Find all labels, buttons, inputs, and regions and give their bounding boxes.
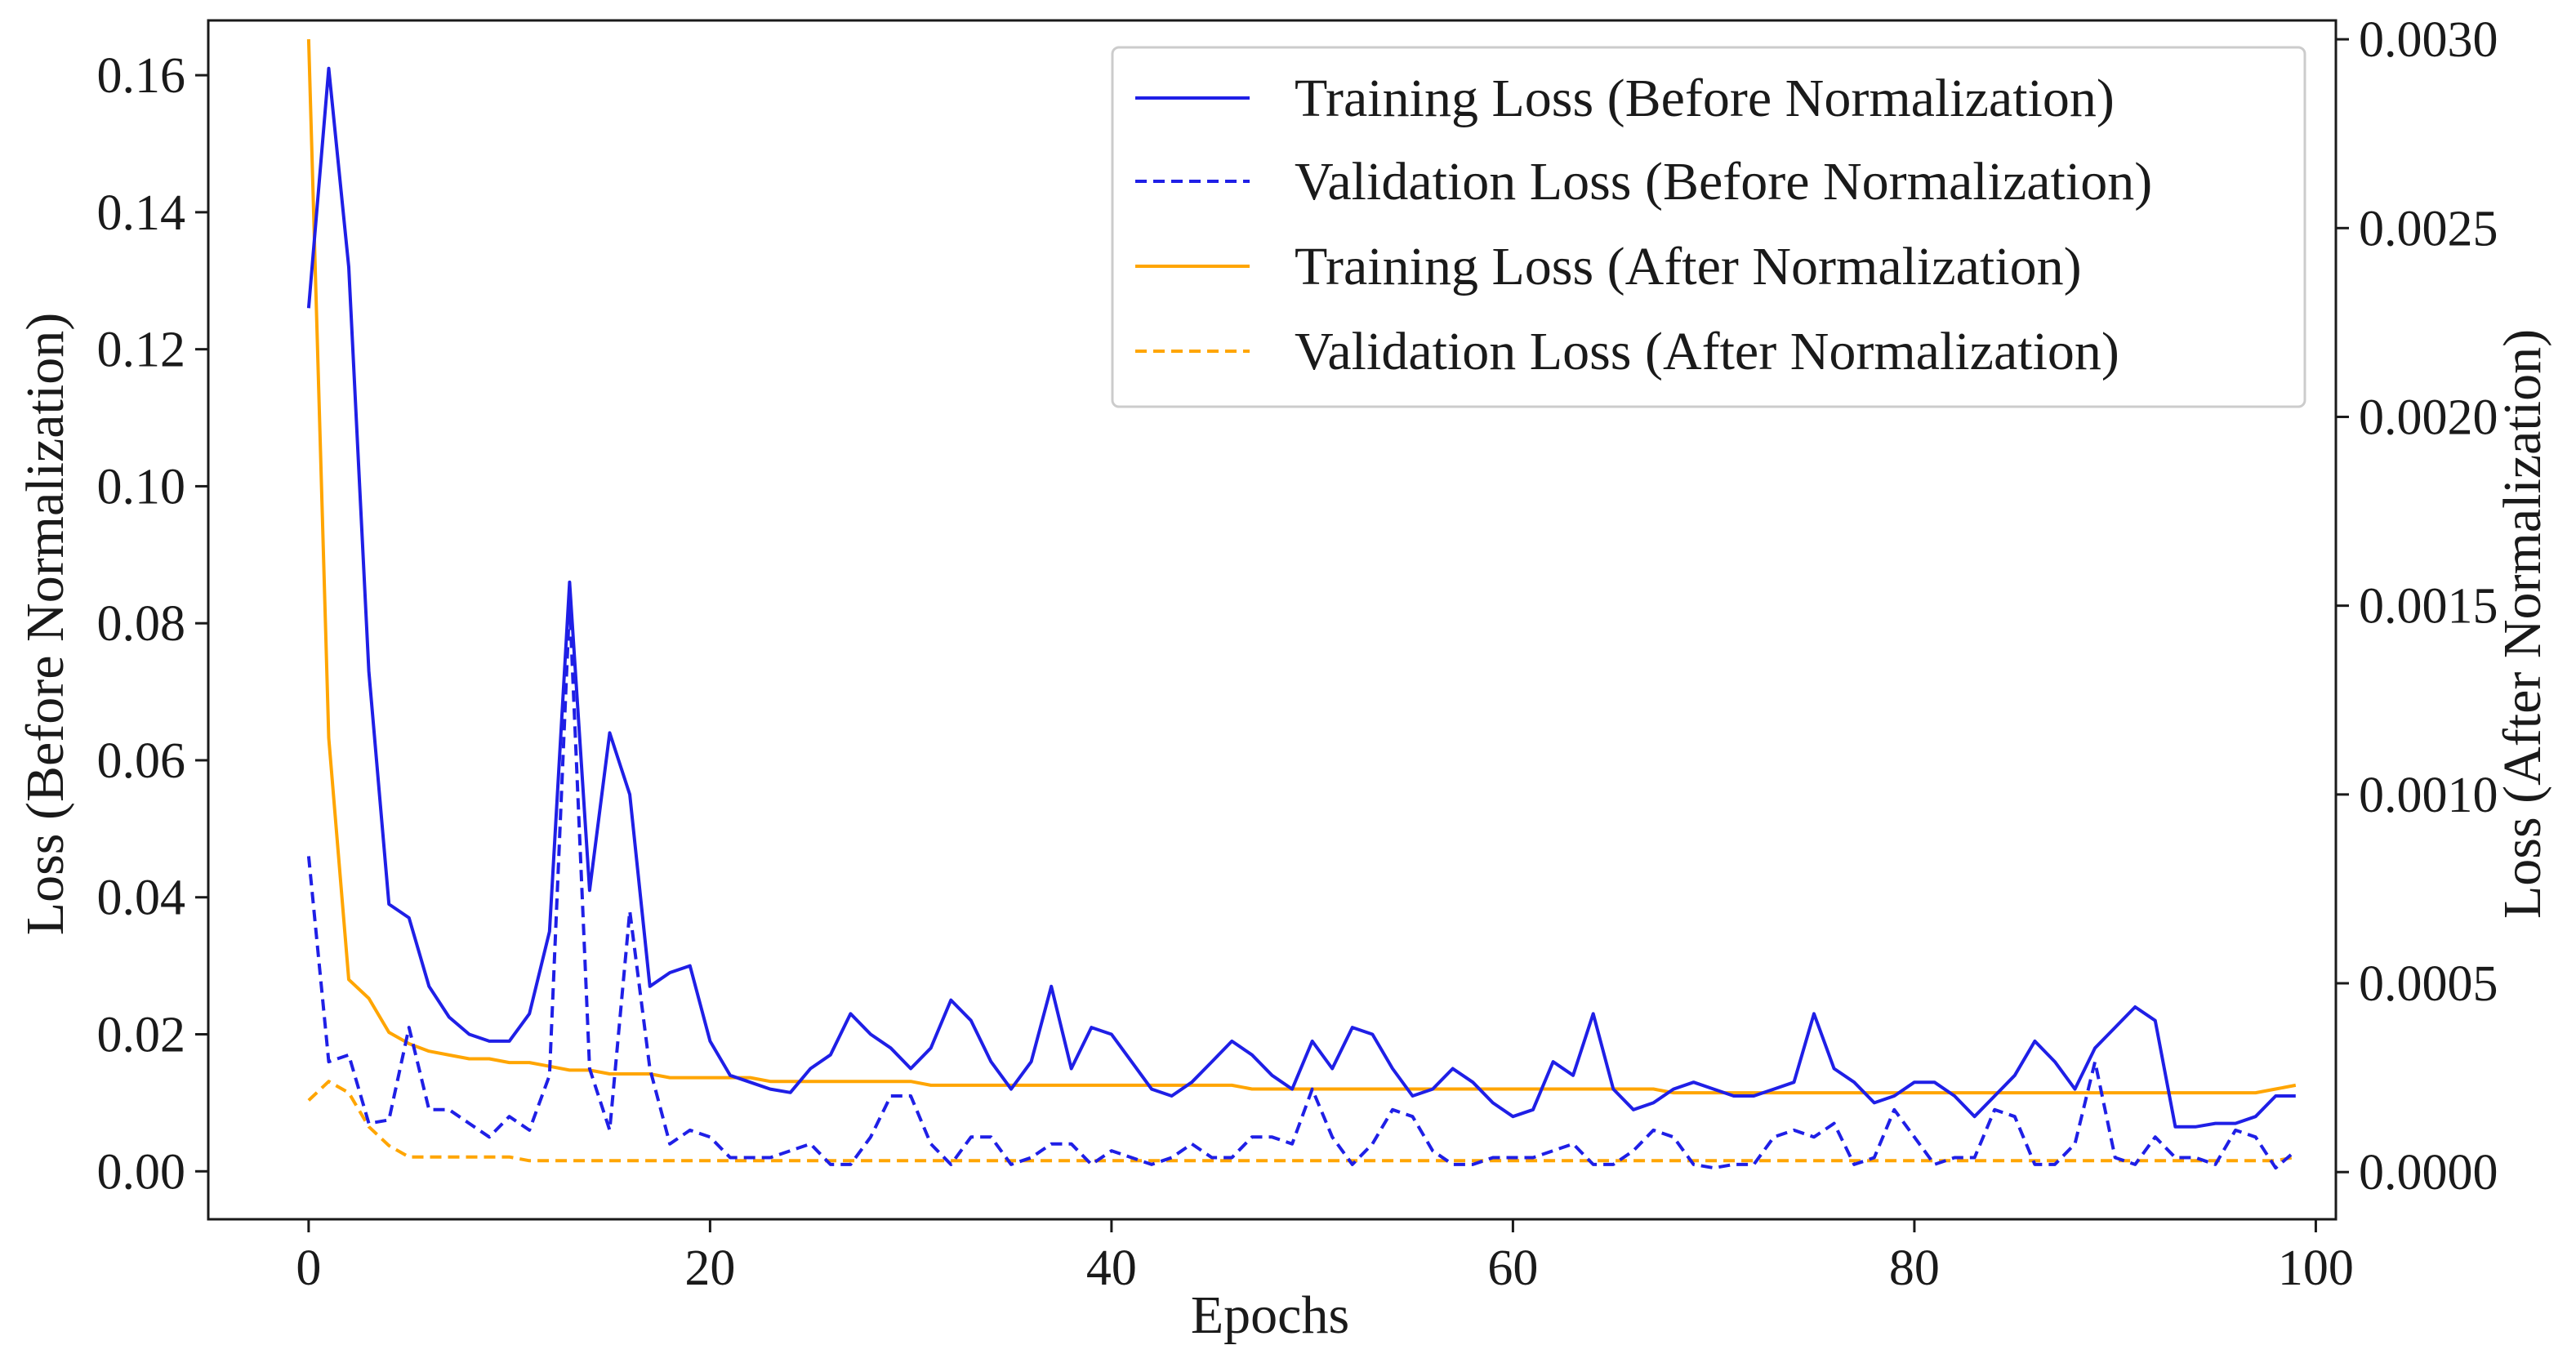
right-y-tick-label: 0.0010 [2359, 768, 2498, 823]
series-line-validation-loss-after-normalization [307, 1080, 2297, 1163]
left-y-tick-label: 0.10 [97, 459, 186, 514]
plot-frame [207, 19, 2338, 1221]
series-line-validation-loss-before-normalization [306, 601, 2297, 1170]
x-tick-label: 60 [1487, 1241, 1538, 1296]
left-y-tick-label: 0.12 [97, 323, 186, 378]
left-y-tick-label: 0.14 [97, 185, 186, 241]
left-y-tick-label: 0.06 [97, 733, 186, 789]
right-y-tick-label: 0.0025 [2359, 201, 2498, 256]
legend-label-training-before: Training Loss (Before Normalization) [1295, 69, 2115, 128]
left-y-tick-label: 0.02 [97, 1008, 186, 1063]
right-y-tick-label: 0.0005 [2359, 956, 2498, 1012]
left-y-tick-label: 0.04 [97, 871, 186, 926]
ticks-layer: 0 20 40 60 80 100 0.00 0.02 0.04 0.06 0.08 0.10 0.12… [97, 12, 2498, 1296]
right-y-tick-label: 0.0020 [2359, 390, 2498, 445]
series-layer [306, 39, 2297, 1170]
legend-box [1111, 46, 2306, 408]
right-y-tick-label: 0.0000 [2359, 1145, 2498, 1200]
left-y-tick-label: 0.08 [97, 596, 186, 652]
right-y-axis-label: Loss (After Normalization) [2493, 329, 2552, 919]
x-tick-label: 40 [1086, 1241, 1137, 1296]
x-tick-label: 0 [296, 1241, 321, 1296]
left-y-tick-label: 0.16 [97, 48, 186, 104]
legend-label-validation-after: Validation Loss (After Normalization) [1295, 322, 2119, 381]
x-tick-label: 80 [1889, 1241, 1940, 1296]
right-y-tick-label: 0.0015 [2359, 579, 2498, 635]
x-tick-label: 20 [684, 1241, 735, 1296]
legend-label-validation-before: Validation Loss (Before Normalization) [1295, 152, 2152, 212]
right-y-tick-label: 0.0030 [2359, 12, 2498, 68]
left-y-tick-label: 0.00 [97, 1144, 186, 1200]
legend-label-training-after: Training Loss (After Normalization) [1295, 237, 2082, 296]
x-tick-label: 100 [2278, 1241, 2354, 1296]
legend: Training Loss (Before Normalization) Val… [1111, 46, 2306, 408]
x-axis-label: Epochs [1191, 1285, 1349, 1345]
left-y-axis-label: Loss (Before Normalization) [16, 313, 75, 935]
series-line-training-loss-before-normalization [306, 66, 2296, 1129]
series-line-training-loss-after-normalization [306, 39, 2297, 1095]
